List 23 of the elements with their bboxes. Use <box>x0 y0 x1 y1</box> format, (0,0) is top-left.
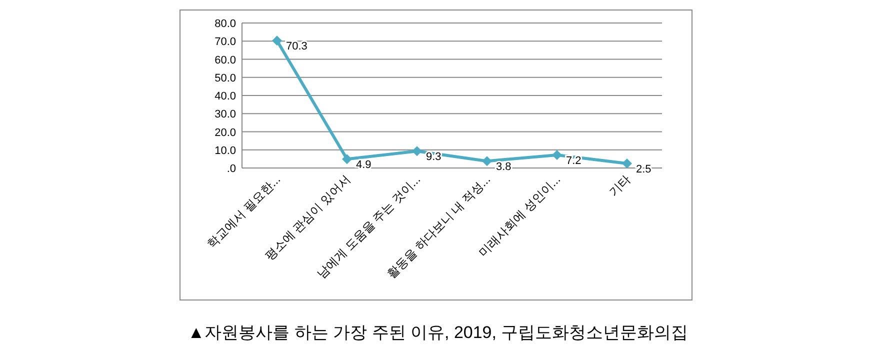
y-tick-label: 70.0 <box>214 36 236 48</box>
data-label: 9.3 <box>426 151 442 164</box>
point <box>622 158 632 168</box>
y-tick-label: 80.0 <box>214 18 236 30</box>
x-tick-label: 기타 <box>606 172 634 200</box>
y-tick-label: 60.0 <box>214 54 236 66</box>
point <box>342 154 352 164</box>
data-label: 7.2 <box>566 154 582 167</box>
y-tick-label: 50.0 <box>214 72 236 84</box>
data-label: 4.9 <box>356 159 372 172</box>
point <box>412 146 422 156</box>
text: ▲자원봉사를 하는 가장 주된 이유, 2019, 구립도화청소년문화의집 <box>188 323 688 342</box>
y-tick-label: 10.0 <box>214 144 236 157</box>
data-label: 70.3 <box>286 40 308 53</box>
y-tick-label: 40.0 <box>214 90 236 102</box>
y-tick-label: .0 <box>226 163 236 175</box>
y-tick-label: 30.0 <box>214 108 236 121</box>
data-label: 2.5 <box>636 163 652 176</box>
point <box>482 156 492 166</box>
y-tick-label: 20.0 <box>214 126 236 139</box>
data-label: 3.8 <box>496 161 512 174</box>
point <box>272 36 282 46</box>
point <box>552 150 562 160</box>
